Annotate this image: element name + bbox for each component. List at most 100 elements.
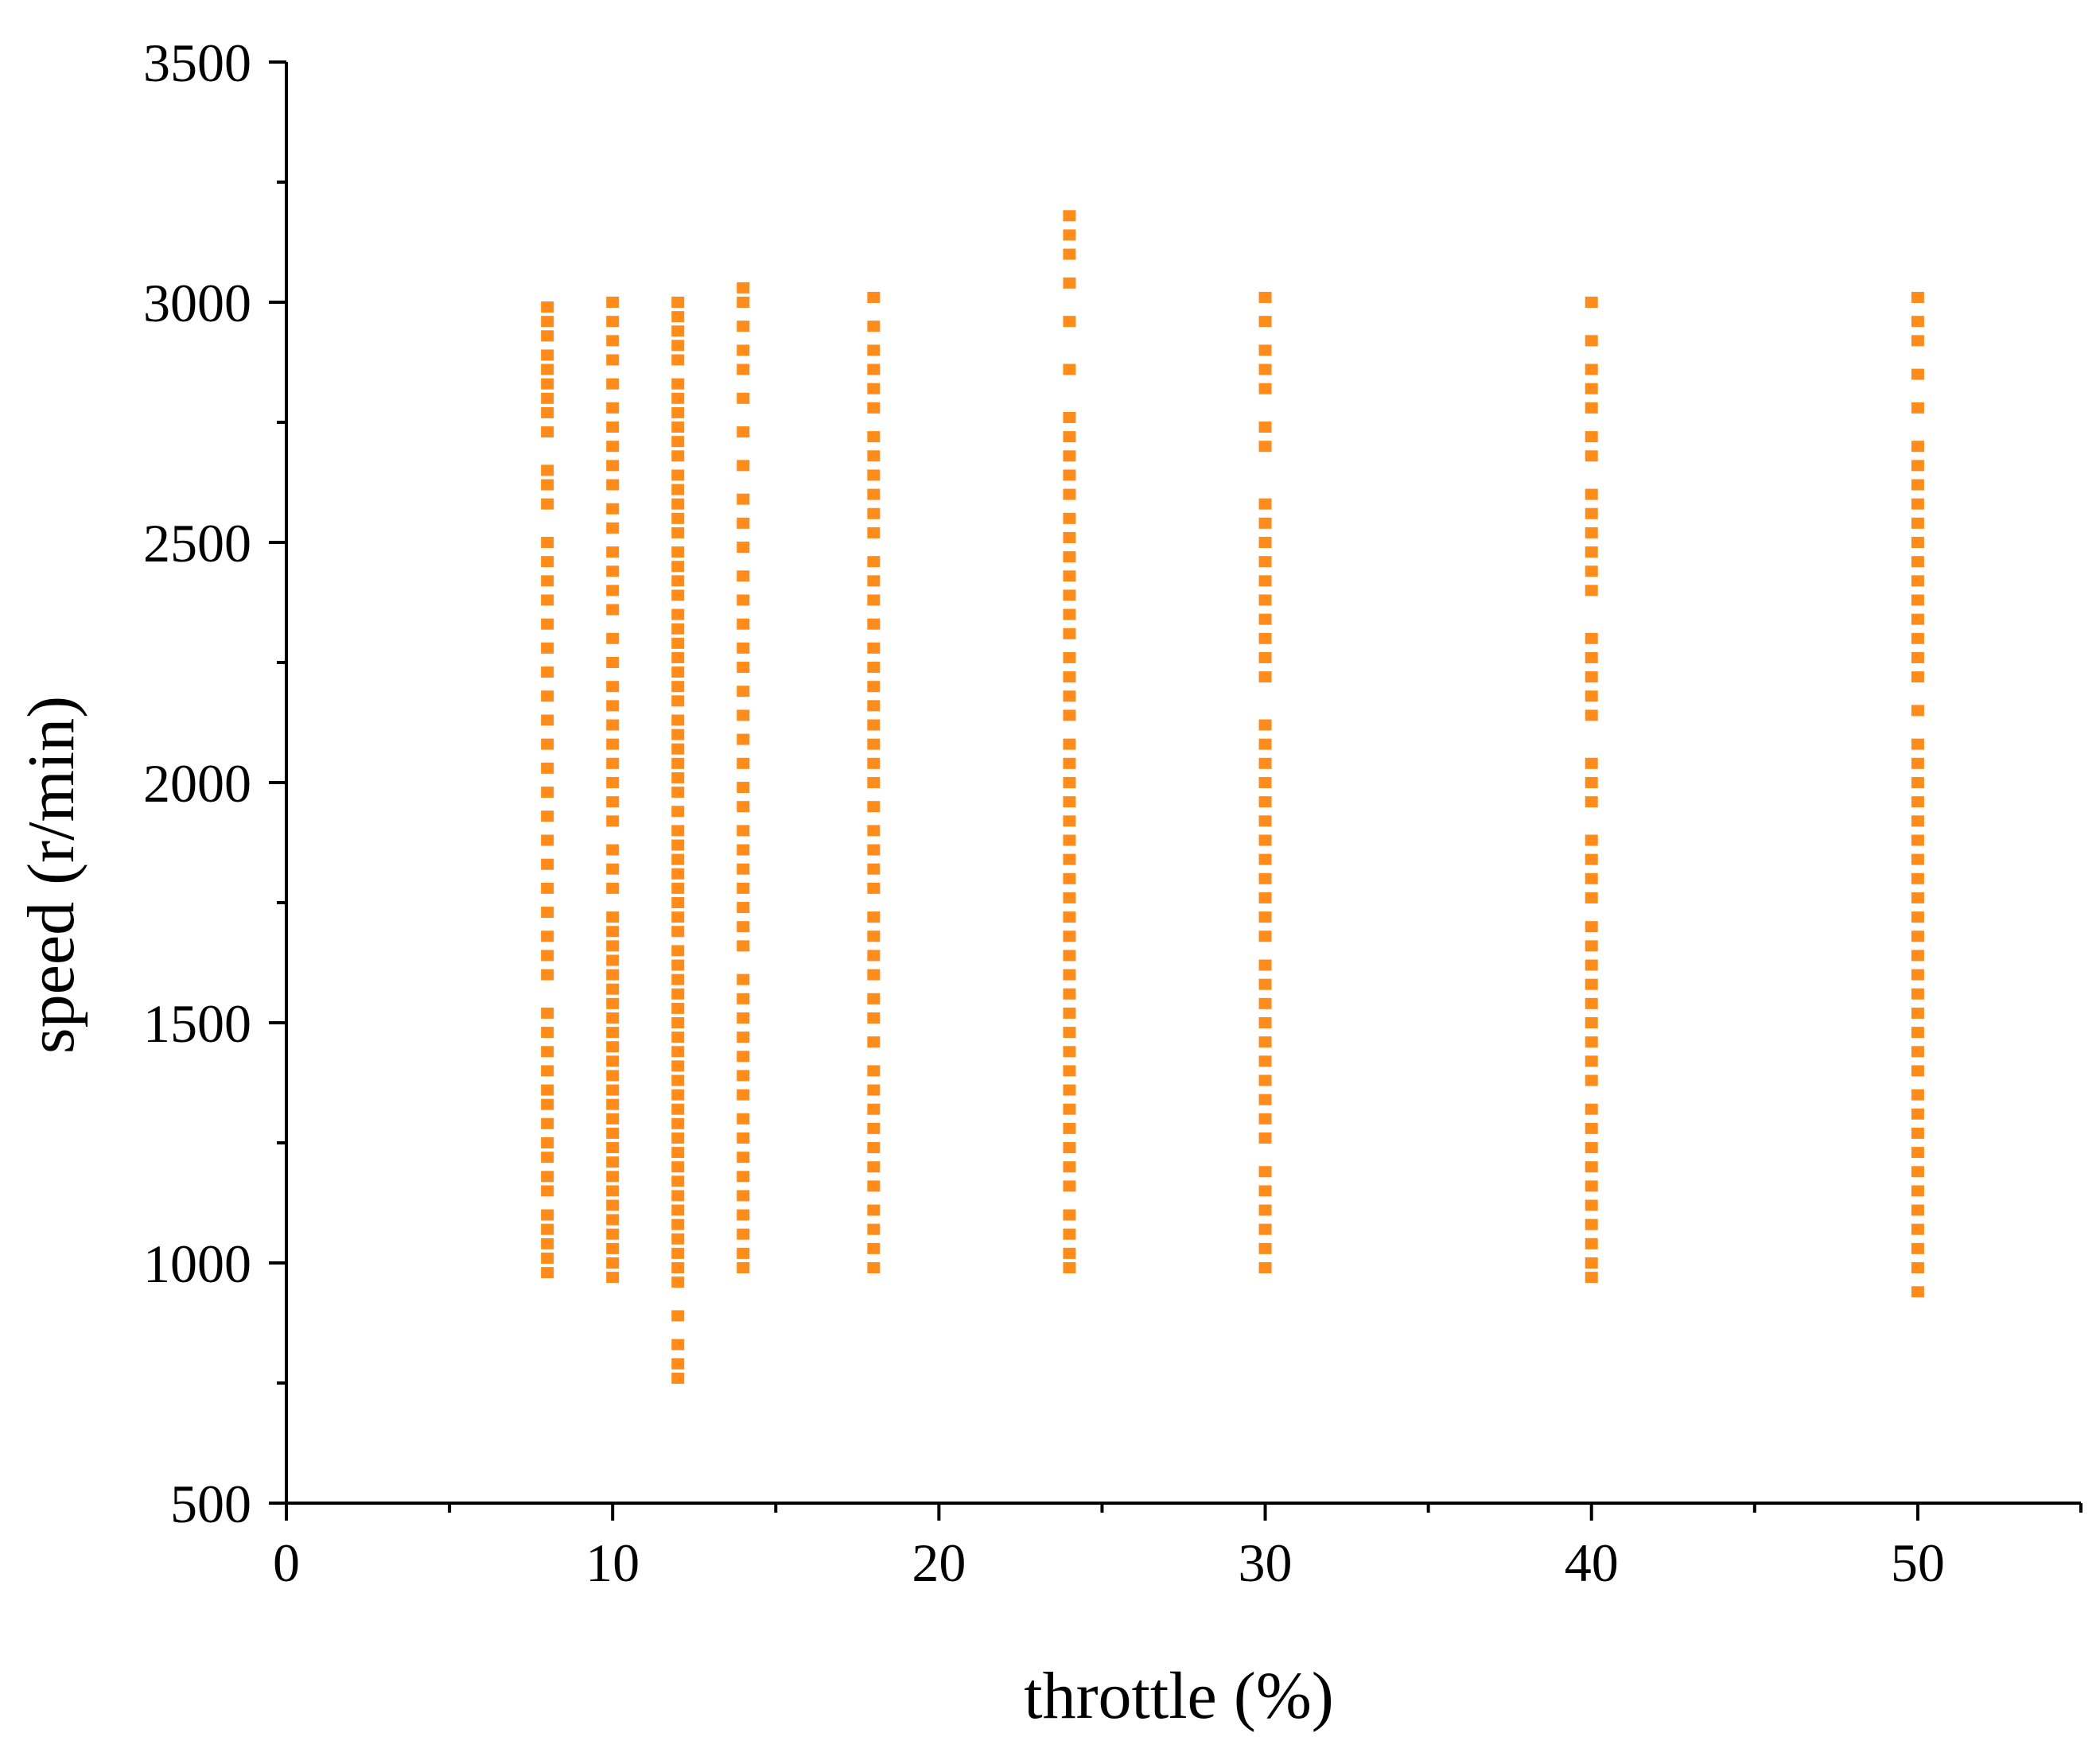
data-point <box>606 657 620 668</box>
data-point <box>671 1161 685 1173</box>
data-point <box>1585 1142 1598 1154</box>
data-point <box>541 907 554 919</box>
data-point <box>606 1142 620 1154</box>
data-point <box>606 441 620 453</box>
data-point <box>1911 1204 1924 1216</box>
data-point <box>867 911 881 923</box>
data-point <box>867 1180 881 1192</box>
data-point <box>1258 834 1272 846</box>
data-point <box>867 662 881 674</box>
x-tick-label: 10 <box>585 1533 640 1593</box>
data-point <box>1063 1247 1076 1259</box>
data-point <box>1911 556 1924 568</box>
data-point <box>671 911 685 923</box>
data-point <box>867 719 881 731</box>
data-point <box>1258 853 1272 865</box>
data-point <box>1911 594 1924 606</box>
data-point <box>1585 834 1598 846</box>
data-point <box>671 608 685 620</box>
data-point <box>1585 1074 1598 1086</box>
data-point <box>867 801 881 813</box>
data-point <box>671 1046 685 1058</box>
data-point <box>541 537 554 548</box>
data-point <box>541 1137 554 1148</box>
data-point <box>671 546 685 558</box>
data-point <box>541 330 554 342</box>
data-point <box>1585 853 1598 865</box>
data-point <box>606 1055 620 1067</box>
data-point <box>867 993 881 1004</box>
data-point <box>1911 1185 1924 1197</box>
data-point <box>867 526 881 538</box>
data-point <box>867 825 881 837</box>
data-point <box>606 503 620 515</box>
data-point <box>737 662 750 674</box>
data-point <box>1258 441 1272 453</box>
data-point <box>737 1247 750 1259</box>
data-point <box>737 321 750 332</box>
data-point <box>1258 777 1272 788</box>
data-point <box>867 950 881 962</box>
data-point <box>606 1156 620 1168</box>
data-point <box>606 1185 620 1197</box>
data-point <box>1258 1185 1272 1197</box>
data-point <box>671 897 685 908</box>
data-point <box>671 1233 685 1245</box>
data-point <box>1258 651 1272 663</box>
data-point <box>671 728 685 740</box>
data-point <box>541 1237 554 1249</box>
data-point <box>671 1204 685 1216</box>
data-point <box>1911 988 1924 1000</box>
data-point <box>1258 738 1272 750</box>
data-point <box>1585 1237 1598 1249</box>
data-point <box>541 690 554 702</box>
y-tick-label: 3500 <box>143 33 251 93</box>
data-point <box>606 863 620 875</box>
data-point <box>1585 383 1598 394</box>
data-point <box>671 406 685 418</box>
data-point <box>1911 1007 1924 1019</box>
y-tick-label: 1500 <box>143 993 251 1054</box>
data-point <box>1911 872 1924 884</box>
data-point <box>867 1262 881 1274</box>
data-point <box>1911 460 1924 472</box>
data-point <box>1911 892 1924 903</box>
data-point <box>1258 594 1272 606</box>
data-point <box>1258 1262 1272 1274</box>
data-point <box>867 363 881 375</box>
data-point <box>1911 1108 1924 1120</box>
data-point <box>606 1113 620 1125</box>
data-point <box>867 757 881 769</box>
data-point <box>737 542 750 554</box>
data-point <box>1063 777 1076 788</box>
data-point <box>867 969 881 981</box>
data-point <box>1585 526 1598 538</box>
data-point <box>541 349 554 361</box>
data-point <box>541 1209 554 1221</box>
data-point <box>867 777 881 788</box>
data-point <box>606 378 620 390</box>
data-point <box>1585 1036 1598 1048</box>
data-point <box>541 1152 554 1164</box>
data-point <box>671 714 685 726</box>
data-point <box>737 517 750 529</box>
data-point <box>541 301 554 313</box>
data-point <box>737 392 750 404</box>
data-point <box>671 469 685 481</box>
data-point <box>606 354 620 366</box>
data-point <box>1911 757 1924 769</box>
data-point <box>541 575 554 587</box>
data-point <box>671 392 685 404</box>
data-point <box>1258 363 1272 375</box>
data-point <box>1258 613 1272 625</box>
data-point <box>867 1242 881 1254</box>
data-point <box>671 945 685 957</box>
data-point <box>737 570 750 582</box>
data-point <box>1258 344 1272 356</box>
data-point <box>737 426 750 438</box>
data-point <box>541 498 554 510</box>
data-point <box>867 469 881 481</box>
data-point <box>1585 796 1598 808</box>
data-point <box>737 1171 750 1183</box>
data-point <box>1585 872 1598 884</box>
